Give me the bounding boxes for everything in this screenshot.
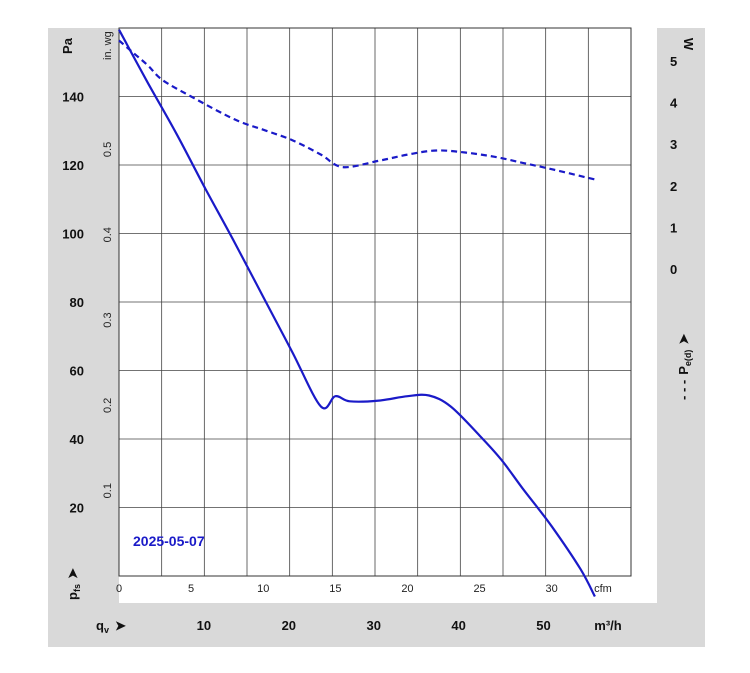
x2-axis-subscript: v	[104, 625, 109, 635]
left-axis-name: pfs ➤	[65, 568, 82, 600]
left-axis-tick-label: 60	[70, 364, 84, 379]
x-axis-tick-label: 10	[257, 583, 269, 595]
right-axis-arrow: ➤	[676, 334, 691, 345]
svg-text:pfs➤: pfs ➤	[65, 568, 82, 600]
power-consumption-curve	[118, 39, 596, 181]
left-axis-arrow: ➤	[65, 568, 80, 579]
x-axis-tick-label: 15	[329, 583, 341, 595]
x2-axis-arrow: ➤	[115, 618, 126, 633]
left-axis-tick-label: 80	[70, 295, 84, 310]
x-axis-unit: cfm	[594, 583, 612, 595]
right-axis-symbol: P	[676, 366, 691, 375]
right-axis-tick-label: 2	[670, 179, 677, 194]
x-axis-tick-label: 5	[188, 583, 194, 595]
left-axis-subscript: fs	[72, 584, 82, 592]
inner-axis-tick-label: 0.1	[102, 483, 114, 498]
x-axis-tick-label: 25	[473, 583, 485, 595]
x2-axis-name: qv ➤	[96, 618, 126, 635]
inner-left-axis-unit: in. wg	[102, 31, 114, 60]
x-axis-tick-label: 20	[401, 583, 413, 595]
date-label: 2025-05-07	[133, 533, 205, 549]
x2-axis-tick-label: 20	[282, 618, 296, 633]
right-axis-dash-key: - - -	[676, 380, 691, 400]
svg-text:- - -Pe(d)➤: - - - Pe(d) ➤	[676, 334, 693, 400]
left-axis-panel	[48, 28, 119, 603]
x2-axis-tick-label: 30	[366, 618, 380, 633]
right-axis-ticks: 0 1 2 3 4 5	[670, 54, 678, 277]
inner-axis-tick-label: 0.3	[102, 312, 114, 327]
right-axis-tick-label: 5	[670, 54, 677, 69]
x2-axis-unit: m³/h	[594, 618, 622, 633]
x-axis-tick-label: 30	[546, 583, 558, 595]
left-axis-symbol: p	[65, 592, 80, 600]
x2-axis-ticks: 10 20 30 40 50	[197, 618, 551, 633]
plot-border	[118, 27, 632, 577]
grid-lines	[119, 28, 631, 576]
right-axis-panel	[657, 28, 705, 603]
left-axis-tick-label: 120	[62, 158, 84, 173]
x2-axis-tick-label: 50	[536, 618, 550, 633]
x-axis-ticks: 0 5 10 15 20 25 30	[116, 583, 558, 595]
right-axis-tick-label: 0	[670, 262, 677, 277]
inner-axis-tick-label: 0.2	[102, 398, 114, 413]
right-axis-subscript: e(d)	[683, 350, 693, 367]
x2-axis-tick-label: 40	[451, 618, 465, 633]
right-axis-tick-label: 3	[670, 137, 677, 152]
inner-left-axis-ticks: 0.1 0.2 0.3 0.4 0.5	[102, 142, 114, 499]
left-axis-tick-label: 100	[62, 227, 84, 242]
inner-axis-tick-label: 0.5	[102, 142, 114, 157]
left-axis-ticks: 20 40 60 80 100 120 140	[62, 90, 84, 516]
x2-axis-symbol: q	[96, 618, 104, 633]
static-pressure-curve	[118, 29, 596, 598]
bottom-axis-panel	[48, 603, 705, 647]
right-axis-tick-label: 1	[670, 220, 677, 235]
x2-axis-tick-label: 10	[197, 618, 211, 633]
x-axis-tick-label: 0	[116, 583, 122, 595]
left-axis-tick-label: 20	[70, 501, 84, 516]
right-axis-tick-label: 4	[670, 96, 678, 111]
left-axis-tick-label: 140	[62, 90, 84, 105]
left-axis-tick-label: 40	[70, 432, 84, 447]
left-axis-unit: Pa	[60, 37, 75, 54]
inner-axis-tick-label: 0.4	[102, 227, 114, 242]
right-axis-unit: W	[681, 38, 696, 51]
right-axis-name: - - - Pe(d) ➤	[676, 334, 693, 400]
